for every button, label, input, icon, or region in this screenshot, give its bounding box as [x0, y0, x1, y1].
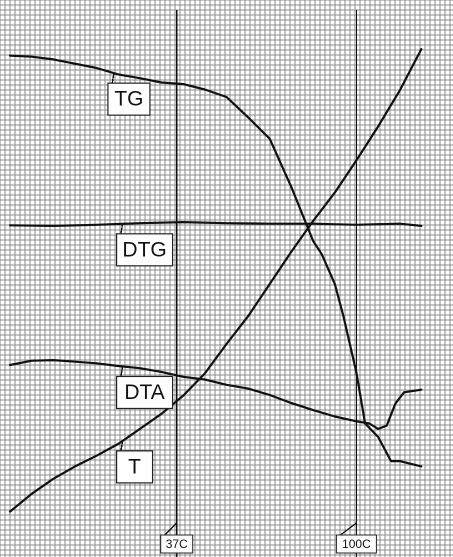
callout-box-dtg [115, 233, 174, 267]
callout-label-tg: TG [114, 88, 143, 111]
callout-label-dtg: DTG [122, 238, 166, 261]
temperature-marker-box [160, 534, 194, 554]
callout-label-t: T [128, 455, 141, 478]
series-line-tg [8, 54, 423, 468]
temperature-marker-label: 37C [166, 537, 188, 551]
series-line-dtg [8, 221, 423, 227]
temperature-marker-leader [164, 522, 178, 536]
temperature-markers: 37C 100C [160, 10, 377, 557]
temperature-marker-box [335, 534, 377, 554]
callout-box-t [115, 450, 154, 484]
temperature-marker-leader [340, 522, 357, 536]
series-callouts: TG DTG DTA T [107, 73, 174, 484]
temperature-marker-label: 100C [342, 537, 371, 551]
series-line-t [8, 48, 423, 513]
callout-box-dta [115, 375, 174, 410]
series-line-dta [8, 359, 423, 430]
callout-label-dta: DTA [124, 381, 164, 404]
callout-box-tg [107, 82, 151, 116]
chart-series [8, 48, 423, 513]
